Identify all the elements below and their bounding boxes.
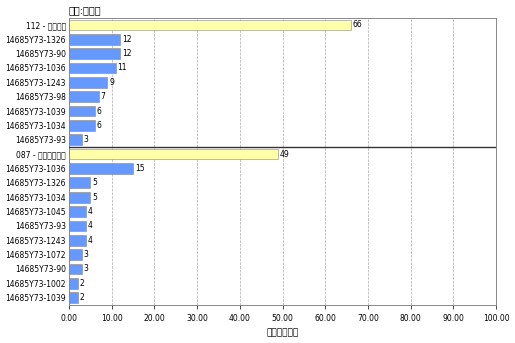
Text: 4: 4 xyxy=(88,221,93,230)
Bar xyxy=(69,106,95,116)
Bar xyxy=(69,177,90,188)
Text: 66: 66 xyxy=(353,20,363,29)
Text: 3: 3 xyxy=(83,264,89,273)
Bar xyxy=(69,77,108,88)
Text: 6: 6 xyxy=(96,107,101,116)
Bar xyxy=(69,134,82,145)
Bar xyxy=(69,120,95,131)
Bar xyxy=(69,20,351,30)
Text: 9: 9 xyxy=(109,78,114,87)
Text: 代码:序列号: 代码:序列号 xyxy=(69,5,101,15)
Bar xyxy=(69,221,86,231)
Text: 3: 3 xyxy=(83,250,89,259)
Text: 7: 7 xyxy=(100,92,106,101)
Bar xyxy=(69,278,77,289)
Text: 6: 6 xyxy=(96,121,101,130)
Bar xyxy=(69,48,120,59)
Bar xyxy=(69,249,82,260)
Text: 5: 5 xyxy=(92,178,97,187)
Text: 12: 12 xyxy=(122,35,131,44)
Bar xyxy=(69,34,120,45)
Text: 2: 2 xyxy=(79,279,84,288)
Bar xyxy=(69,62,116,73)
Bar xyxy=(69,263,82,274)
Text: 11: 11 xyxy=(117,63,127,72)
Text: 3: 3 xyxy=(83,135,89,144)
Bar xyxy=(69,235,86,246)
Text: 15: 15 xyxy=(135,164,144,173)
Bar xyxy=(69,163,133,174)
Text: 4: 4 xyxy=(88,207,93,216)
Bar xyxy=(69,149,278,159)
Text: 2: 2 xyxy=(79,293,84,302)
Bar xyxy=(69,206,86,217)
X-axis label: 盈点数百分比: 盈点数百分比 xyxy=(266,329,299,338)
Text: 5: 5 xyxy=(92,193,97,202)
Text: 4: 4 xyxy=(88,236,93,245)
Bar xyxy=(69,91,99,102)
Text: 12: 12 xyxy=(122,49,131,58)
Bar xyxy=(69,192,90,203)
Text: 49: 49 xyxy=(280,150,290,158)
Bar xyxy=(69,292,77,303)
